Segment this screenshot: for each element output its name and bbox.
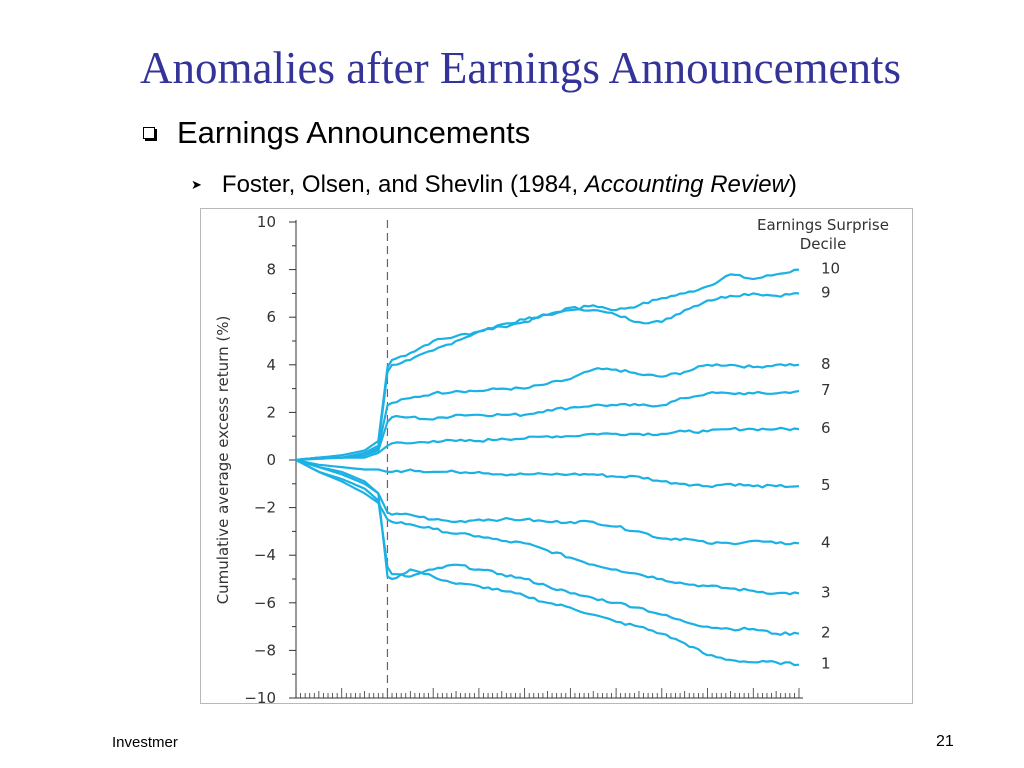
series-line-decile-4 bbox=[295, 458, 800, 546]
citation-journal: Accounting Review bbox=[584, 171, 789, 198]
series-line-decile-6 bbox=[295, 426, 800, 462]
arrow-bullet-icon: ➤ bbox=[191, 177, 202, 192]
page-number: 21 bbox=[936, 733, 954, 750]
bullet-1-text: Earnings Announcements bbox=[177, 115, 531, 150]
slide-title: Anomalies after Earnings Announcements bbox=[140, 43, 902, 93]
y-axis-label: Cumulative average excess return (%) bbox=[214, 316, 232, 605]
y-tick-label: 6 bbox=[266, 308, 276, 326]
series-line-decile-8 bbox=[295, 363, 800, 462]
series-line-decile-7 bbox=[295, 389, 800, 462]
citation-suffix: ) bbox=[788, 171, 797, 198]
series-label-decile-4: 4 bbox=[821, 533, 831, 551]
series-label-decile-3: 3 bbox=[821, 583, 831, 601]
series-label-decile-6: 6 bbox=[821, 419, 831, 437]
series-label-decile-9: 9 bbox=[821, 283, 831, 301]
footer-course-name: Investmer bbox=[112, 734, 178, 751]
series-label-decile-8: 8 bbox=[821, 355, 831, 373]
earnings-drift-chart: 1086420−2−4−6−8−10−20−100102030405060708… bbox=[214, 213, 889, 703]
series-line-decile-1 bbox=[295, 458, 800, 667]
y-tick-label: 10 bbox=[257, 213, 276, 231]
series-line-decile-9 bbox=[295, 292, 800, 462]
bullet-citation: ➤ Foster, Olsen, and Shevlin (1984, Acco… bbox=[191, 168, 797, 202]
series-label-decile-1: 1 bbox=[821, 655, 831, 673]
series-line-decile-3 bbox=[295, 459, 800, 596]
y-tick-label: 8 bbox=[266, 261, 276, 279]
bullet-earnings-announcements: Earnings Announcements bbox=[143, 113, 530, 153]
y-tick-label: 0 bbox=[266, 451, 276, 469]
legend-title-line-1: Earnings Surprise bbox=[757, 216, 889, 234]
series-line-decile-5 bbox=[295, 458, 800, 489]
citation-prefix: Foster, Olsen, and Shevlin (1984, bbox=[221, 171, 585, 198]
series-label-decile-7: 7 bbox=[821, 381, 831, 399]
series-label-decile-2: 2 bbox=[821, 624, 831, 642]
y-tick-label: 2 bbox=[266, 403, 276, 421]
series-label-decile-5: 5 bbox=[821, 476, 831, 494]
y-tick-label: −10 bbox=[244, 689, 276, 703]
legend-title-line-2: Decile bbox=[800, 235, 847, 253]
y-tick-label: −8 bbox=[254, 641, 276, 659]
y-tick-label: −4 bbox=[254, 546, 276, 564]
y-tick-label: −2 bbox=[254, 499, 276, 517]
y-tick-label: 4 bbox=[266, 356, 276, 374]
y-tick-label: −6 bbox=[254, 594, 276, 612]
square-bullet-icon bbox=[143, 127, 155, 139]
series-label-decile-10: 10 bbox=[821, 260, 840, 278]
chart-container: 1086420−2−4−6−8−10−20−100102030405060708… bbox=[200, 208, 913, 704]
